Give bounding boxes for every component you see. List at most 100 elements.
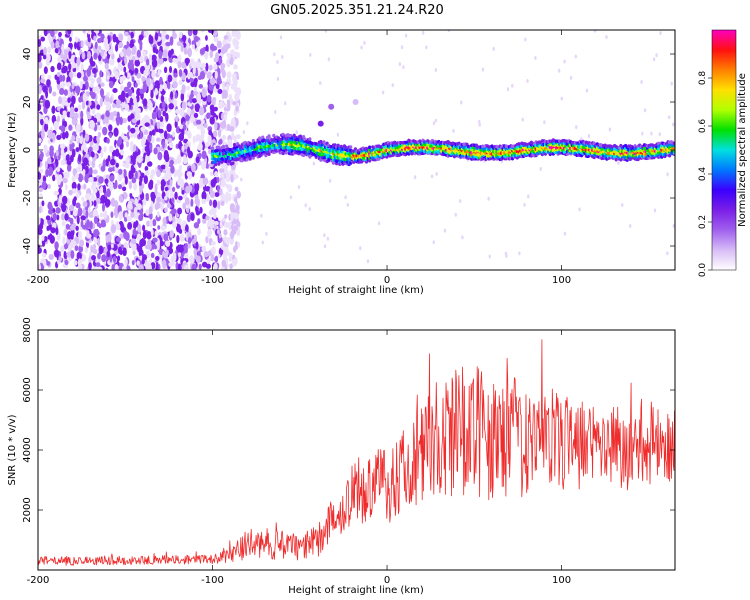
spectrogram-noise-cell <box>119 116 123 126</box>
spectrogram-noise-cell <box>191 44 195 50</box>
spectrogram-noise-cell <box>56 214 60 221</box>
spectrogram-noise-cell <box>171 77 176 83</box>
spectrogram-noise-cell <box>207 250 212 257</box>
colorbar-label: Normalized spectral amplitude <box>737 73 748 227</box>
spectrogram-noise-cell <box>140 126 146 132</box>
spectrogram-noise-cell <box>575 125 578 130</box>
spectrogram-noise-cell <box>88 176 94 183</box>
spectrogram-noise-cell <box>165 163 169 173</box>
spectrogram-noise-cell <box>82 168 86 177</box>
spectrogram-noise-cell <box>107 167 114 173</box>
spectrogram-noise-cell <box>106 97 111 103</box>
spectrogram-noise-cell <box>154 202 160 211</box>
spectrogram-noise-cell <box>145 154 151 163</box>
spectrogram-noise-cell <box>145 170 150 176</box>
spectrogram-noise-cell <box>152 46 157 54</box>
spectrogram-noise-cell <box>96 104 101 110</box>
spectrogram-noise-cell <box>39 193 43 200</box>
spectrogram-noise-cell <box>87 30 91 35</box>
spectrogram-noise-cell <box>80 215 86 221</box>
spectrogram-noise-cell <box>391 83 394 88</box>
spectrogram-noise-cell <box>58 187 62 195</box>
spectrogram-noise-cell <box>63 243 68 250</box>
spectrogram-noise-cell <box>308 207 311 212</box>
spectrogram-noise-cell <box>38 39 42 47</box>
spectrogram-x-tick-label: 100 <box>552 275 571 286</box>
spectrogram-noise-cell <box>165 41 171 47</box>
spectrogram-noise-cell <box>71 117 78 126</box>
spectrogram-noise-cell <box>194 183 198 190</box>
spectrogram-noise-cell <box>220 62 226 69</box>
spectrogram-noise-cell <box>82 30 86 34</box>
spectrogram-noise-cell <box>121 186 127 192</box>
spectrogram-noise-cell <box>149 36 154 45</box>
spectrogram-noise-cell <box>160 94 165 103</box>
spectrogram-noise-cell <box>97 131 102 138</box>
spectrogram-noise-cell <box>131 156 136 166</box>
spectrogram-noise-cell <box>42 85 48 93</box>
spectrogram-noise-cell <box>88 256 92 265</box>
spectrogram-noise-cell <box>234 186 239 192</box>
spectrogram-noise-cell <box>115 237 122 242</box>
spectrogram-noise-cell <box>180 42 184 53</box>
spectrogram-noise-cell <box>117 184 123 190</box>
snr-x-ticks: -200 -100 0 100 <box>27 330 571 586</box>
spectrogram-noise-cell <box>454 212 457 217</box>
spectrogram-noise-cell <box>202 177 209 186</box>
spectrogram-noise-cell <box>134 106 139 114</box>
spectrogram-noise-cell <box>187 47 193 58</box>
spectrogram-noise-cell <box>123 31 129 37</box>
spectrogram-noise-cell <box>195 119 202 125</box>
spectrogram-noise-cell <box>38 205 42 214</box>
spectrogram-noise-cell <box>219 167 225 174</box>
spectrogram-noise-cell <box>92 208 99 218</box>
spectrogram-noise-cell <box>162 259 167 269</box>
spectrogram-noise-cell <box>488 254 491 259</box>
spectrogram-noise-cell <box>57 96 63 105</box>
spectrogram-noise-cell <box>127 125 131 131</box>
spectrogram-noise-cell <box>55 149 59 157</box>
spectrogram-noise-cell <box>223 163 228 171</box>
spectrogram-noise-cell <box>166 202 171 209</box>
spectrogram-noise-cell <box>115 103 121 109</box>
spectrogram-noise-cell <box>593 30 597 33</box>
spectrogram-noise-cell <box>223 35 229 40</box>
spectrogram-noise-cell <box>130 39 134 45</box>
spectrogram-noise-cell <box>150 228 154 237</box>
spectrogram-noise-cell <box>58 174 63 183</box>
spectrogram-noise-cell <box>214 121 218 131</box>
spectrogram-carrier-cell <box>251 138 255 143</box>
spectrogram-noise-cell <box>149 219 153 228</box>
spectrogram-noise-cell <box>327 57 331 62</box>
spectrogram-noise-cell <box>139 88 145 94</box>
spectrogram-noise-cell <box>127 200 133 210</box>
spectrogram-noise-cell <box>204 142 211 148</box>
spectrogram-noise-cell <box>187 231 192 239</box>
spectrogram-noise-cell <box>195 241 199 250</box>
spectrogram-noise-cell <box>194 61 201 70</box>
spectrogram-noise-cell <box>170 248 174 254</box>
spectrogram-noise-cell <box>93 35 97 42</box>
spectrogram-noise-cell <box>111 150 118 157</box>
spectrogram-carrier-cell <box>614 157 618 162</box>
spectrogram-noise-cell <box>38 158 41 168</box>
spectrogram-noise-cell <box>133 46 137 53</box>
spectrogram-noise-cell <box>131 260 135 266</box>
spectrogram-noise-cell <box>118 168 123 175</box>
spectrogram-noise-cell <box>156 121 161 130</box>
spectrogram-noise-cell <box>120 149 125 156</box>
spectrogram-carrier-cell <box>272 133 276 138</box>
spectrogram-noise-cell <box>209 190 216 199</box>
spectrogram-noise-cell <box>99 88 105 97</box>
spectrogram-noise-cell <box>242 130 246 135</box>
spectrogram-noise-cell <box>43 30 48 37</box>
spectrogram-noise-cell <box>366 259 370 264</box>
spectrogram-noise-cell <box>261 240 265 245</box>
snr-x-tick-label: -200 <box>27 575 50 586</box>
spectrogram-noise-cell <box>123 135 128 143</box>
spectrogram-noise-cell <box>672 122 675 127</box>
spectrogram-noise-cell <box>210 240 216 246</box>
spectrogram-noise-cell <box>98 245 104 255</box>
spectrogram-noise-cell <box>68 243 72 252</box>
spectrogram-noise-cell <box>177 178 182 186</box>
